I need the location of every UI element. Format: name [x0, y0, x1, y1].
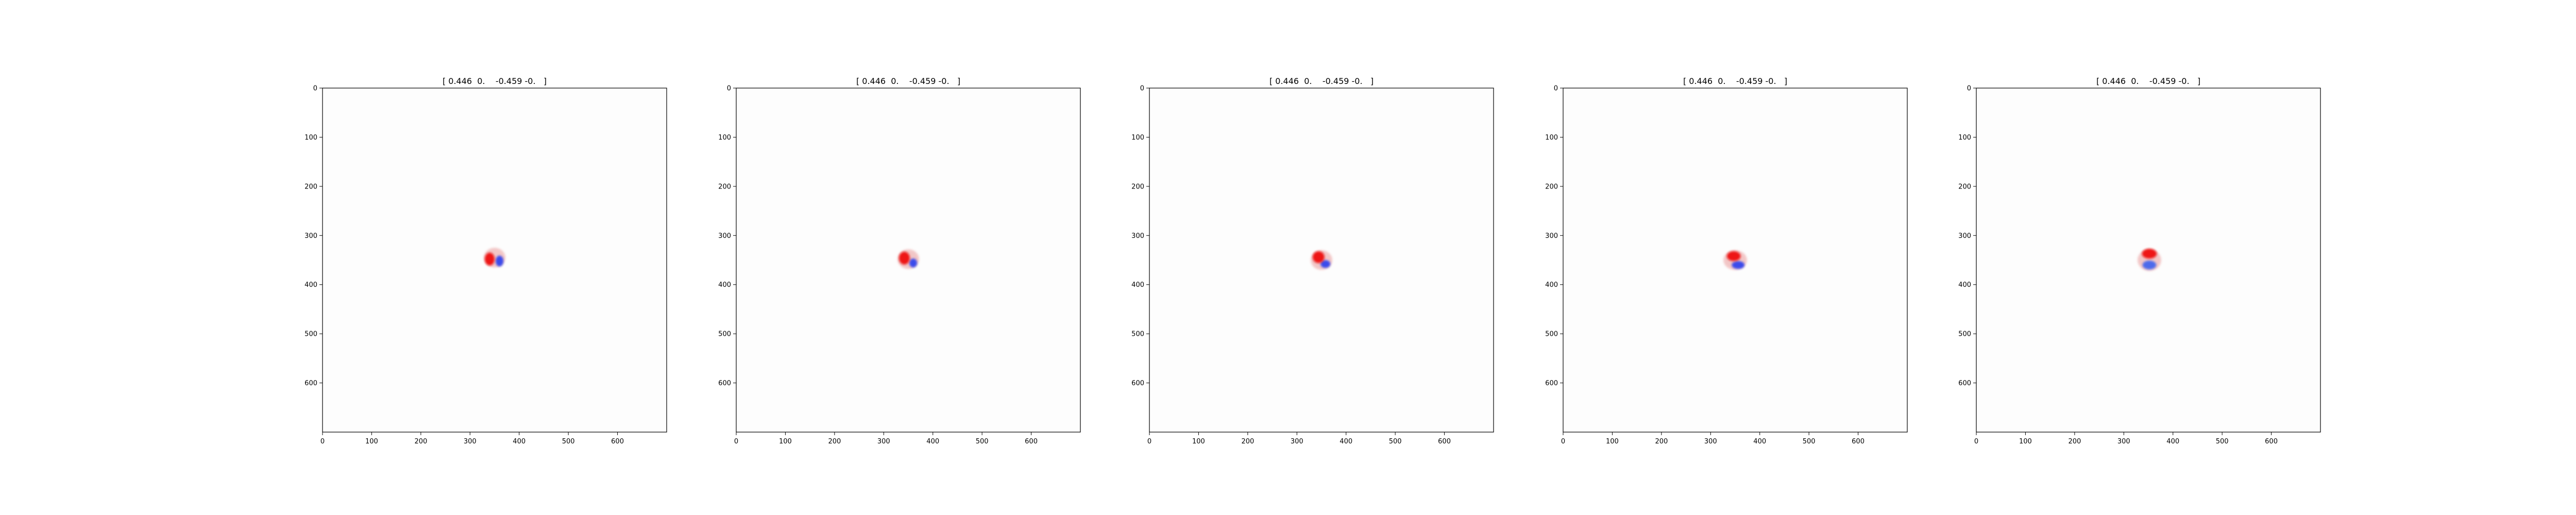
x-tick-label: 300 — [1291, 438, 1303, 445]
x-tick-label: 100 — [2019, 438, 2032, 445]
subplot-1: 0 100 200 300 400 500 600 0 100 200 300 400 500 600 [ … — [304, 76, 667, 445]
y-tick-label: 100 — [1131, 134, 1144, 142]
y-tick-label: 600 — [304, 380, 317, 387]
x-tick-label: 0 — [1561, 438, 1565, 445]
y-tick-label: 300 — [304, 232, 317, 240]
y-tick-label: 300 — [1545, 232, 1558, 240]
heatmap-blob — [1732, 261, 1745, 269]
x-tick-label: 600 — [611, 438, 624, 445]
x-tick-label: 400 — [926, 438, 939, 445]
y-tick-label: 100 — [304, 134, 317, 142]
x-tick-label: 300 — [877, 438, 890, 445]
y-tick-label: 0 — [313, 85, 317, 93]
y-tick-label: 200 — [1545, 183, 1558, 191]
y-tick-label: 300 — [1958, 232, 1971, 240]
y-tick-label: 100 — [1958, 134, 1971, 142]
heatmap-blob — [1312, 251, 1325, 263]
x-tick-label: 200 — [2068, 438, 2081, 445]
y-tick-label: 300 — [1131, 232, 1144, 240]
axes-frame — [322, 88, 667, 433]
y-tick-label: 100 — [718, 134, 731, 142]
subplot-3: 0 100 200 300 400 500 600 0 100 200 300 400 500 600 [ … — [1131, 76, 1494, 445]
y-tick-label: 300 — [718, 232, 731, 240]
y-tick-label: 600 — [1545, 380, 1558, 387]
subplot-4: 0 100 200 300 400 500 600 0 100 200 300 400 500 600 [ … — [1545, 76, 1908, 445]
subplot-title: [ 0.446 0. -0.459 -0. ] — [856, 76, 960, 86]
x-tick-label: 0 — [734, 438, 738, 445]
x-tick-label: 0 — [1147, 438, 1151, 445]
y-tick-label: 500 — [1131, 331, 1144, 338]
y-tick-label: 500 — [304, 331, 317, 338]
axes-frame — [1976, 88, 2321, 433]
subplot-2: 0 100 200 300 400 500 600 0 100 200 300 400 500 600 [ … — [718, 76, 1081, 445]
axes-frame — [1563, 88, 1908, 433]
x-tick-label: 200 — [828, 438, 841, 445]
y-tick-label: 0 — [727, 85, 731, 93]
x-tick-label: 300 — [464, 438, 477, 445]
x-tick-label: 600 — [1025, 438, 1038, 445]
y-tick-label: 200 — [1958, 183, 1971, 191]
y-tick-label: 200 — [1131, 183, 1144, 191]
x-tick-label: 100 — [365, 438, 378, 445]
y-tick-label: 500 — [1545, 331, 1558, 338]
subplot-title: [ 0.446 0. -0.459 -0. ] — [443, 76, 547, 86]
x-tick-label: 100 — [779, 438, 792, 445]
heatmap-blob — [484, 252, 495, 266]
y-tick-label: 400 — [1545, 281, 1558, 289]
x-tick-label: 400 — [2166, 438, 2179, 445]
x-tick-label: 200 — [1241, 438, 1254, 445]
y-tick-label: 0 — [1967, 85, 1971, 93]
y-tick-label: 200 — [718, 183, 731, 191]
x-tick-label: 200 — [1655, 438, 1668, 445]
x-tick-label: 600 — [2265, 438, 2278, 445]
y-tick-label: 200 — [304, 183, 317, 191]
heatmap-blob — [2142, 249, 2157, 259]
x-tick-label: 400 — [513, 438, 526, 445]
x-tick-label: 500 — [2216, 438, 2229, 445]
y-tick-label: 600 — [718, 380, 731, 387]
y-tick-label: 500 — [718, 331, 731, 338]
y-tick-label: 0 — [1554, 85, 1558, 93]
y-tick-label: 0 — [1140, 85, 1144, 93]
y-tick-label: 600 — [1958, 380, 1971, 387]
heatmap-blob — [495, 255, 504, 267]
y-tick-label: 100 — [1545, 134, 1558, 142]
y-tick-label: 400 — [1958, 281, 1971, 289]
x-tick-label: 400 — [1340, 438, 1352, 445]
x-tick-label: 100 — [1606, 438, 1619, 445]
x-tick-label: 500 — [1803, 438, 1816, 445]
y-tick-label: 400 — [304, 281, 317, 289]
subplot-title: [ 0.446 0. -0.459 -0. ] — [1269, 76, 1374, 86]
x-tick-label: 500 — [976, 438, 989, 445]
heatmap-blob — [1726, 251, 1741, 261]
x-tick-label: 500 — [1389, 438, 1402, 445]
heatmap-blob — [899, 251, 910, 265]
x-tick-label: 400 — [1753, 438, 1766, 445]
axes-frame — [736, 88, 1081, 433]
subplot-title: [ 0.446 0. -0.459 -0. ] — [2096, 76, 2200, 86]
x-tick-label: 0 — [320, 438, 325, 445]
x-tick-label: 200 — [414, 438, 427, 445]
y-tick-label: 500 — [1958, 331, 1971, 338]
x-tick-label: 600 — [1438, 438, 1451, 445]
subplot-5: 0 100 200 300 400 500 600 0 100 200 300 400 500 600 [ … — [1958, 76, 2321, 445]
heatmap-blob — [909, 259, 918, 268]
heatmap-blob — [1320, 260, 1331, 268]
heatmap-blob — [2142, 260, 2157, 270]
x-tick-label: 500 — [562, 438, 575, 445]
y-tick-label: 400 — [1131, 281, 1144, 289]
x-tick-label: 300 — [1704, 438, 1717, 445]
x-tick-label: 600 — [1852, 438, 1865, 445]
y-tick-label: 400 — [718, 281, 731, 289]
x-tick-label: 300 — [2117, 438, 2130, 445]
x-tick-label: 100 — [1192, 438, 1205, 445]
subplot-title: [ 0.446 0. -0.459 -0. ] — [1683, 76, 1787, 86]
y-tick-label: 600 — [1131, 380, 1144, 387]
axes-frame — [1149, 88, 1494, 433]
x-tick-label: 0 — [1974, 438, 1978, 445]
